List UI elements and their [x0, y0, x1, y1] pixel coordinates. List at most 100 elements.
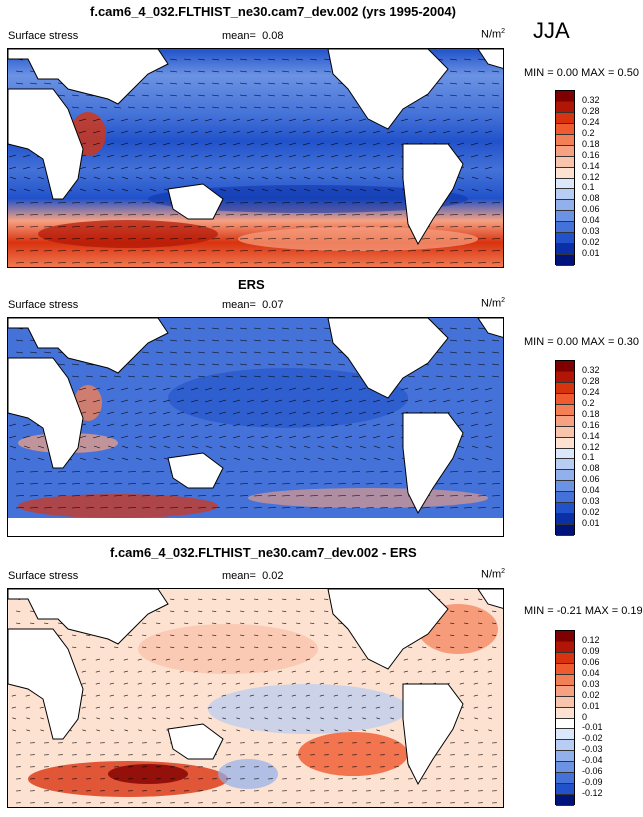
stress-vector: [71, 202, 81, 204]
stress-vector: [236, 717, 241, 720]
stress-vector: [221, 658, 227, 661]
stress-vector: [141, 226, 151, 228]
stress-vector: [169, 58, 178, 61]
stress-vector: [277, 706, 283, 709]
stress-vector: [348, 729, 353, 732]
stress-vector: [463, 598, 469, 600]
stress-vector: [169, 106, 178, 109]
stress-vector: [239, 634, 245, 636]
stress-vector: [295, 363, 304, 366]
stress-vector: [37, 457, 45, 461]
stress-vector: [127, 507, 137, 509]
stress-vector: [316, 130, 325, 134]
stress-vector: [225, 471, 235, 473]
stress-vector: [239, 646, 245, 648]
stress-vector: [463, 250, 473, 252]
stress-vector: [81, 658, 87, 661]
stress-vector: [358, 435, 367, 439]
stress-vector: [218, 423, 227, 427]
stress-vector: [267, 634, 273, 636]
stress-vector: [295, 610, 301, 612]
stress-vector: [225, 58, 234, 61]
stress-vector: [323, 94, 332, 97]
stress-vector: [183, 495, 193, 497]
panel-3-map: [7, 588, 504, 808]
stress-vector: [12, 729, 17, 732]
stress-vector: [183, 250, 193, 252]
stress-vector: [471, 445, 479, 449]
stress-vector: [260, 423, 269, 427]
stress-vector: [491, 250, 501, 252]
stress-vector: [471, 176, 479, 180]
stress-vector: [393, 262, 403, 264]
stress-vector: [211, 238, 221, 240]
stress-vector: [260, 118, 269, 122]
stress-vector: [281, 646, 287, 648]
stress-vector: [491, 622, 497, 624]
stress-vector: [344, 166, 353, 170]
stress-vector: [316, 387, 325, 391]
stress-vector: [169, 262, 179, 264]
stress-vector: [78, 387, 87, 391]
stress-vector: [176, 154, 185, 158]
stress-vector: [43, 202, 53, 204]
stress-vector: [289, 445, 297, 449]
stress-vector: [351, 226, 361, 228]
stress-vector: [305, 658, 311, 661]
stress-vector: [337, 214, 347, 216]
stress-vector: [169, 82, 178, 85]
stress-vector: [484, 423, 493, 427]
stress-vector: [309, 339, 318, 342]
stress-vector: [281, 622, 287, 624]
colorbar-segment: [556, 167, 574, 179]
stress-vector: [99, 214, 109, 216]
stress-vector: [274, 142, 283, 146]
stress-vector: [333, 694, 339, 697]
stress-vector: [92, 154, 101, 158]
stress-vector: [148, 435, 157, 439]
stress-vector: [169, 375, 178, 378]
stress-vector: [267, 226, 277, 228]
stress-vector: [236, 729, 241, 732]
stress-vector: [333, 706, 339, 709]
stress-vector: [281, 471, 291, 473]
stress-vector: [267, 363, 276, 366]
stress-vector: [302, 411, 311, 415]
stress-vector: [197, 495, 207, 497]
panel-1-mean: mean= 0.08: [222, 30, 284, 42]
stress-vector: [407, 250, 417, 252]
stress-vector: [261, 176, 269, 180]
colorbar-segment: [556, 211, 574, 223]
stress-vector: [373, 445, 381, 449]
stress-vector: [319, 682, 325, 685]
stress-vector: [239, 339, 248, 342]
stress-vector: [291, 658, 297, 661]
stress-vector: [113, 238, 123, 240]
stress-vector: [22, 154, 31, 158]
stress-vector: [162, 166, 171, 170]
stress-vector: [204, 435, 213, 439]
stress-vector: [267, 82, 276, 85]
stress-vector: [93, 176, 101, 180]
stress-vector: [233, 457, 241, 461]
stress-vector: [309, 202, 319, 204]
colorbar-segment: [556, 437, 574, 449]
stress-vector: [204, 130, 213, 134]
stress-vector: [169, 238, 179, 240]
stress-vector: [110, 729, 115, 732]
stress-vector: [162, 142, 171, 146]
stress-vector: [225, 250, 235, 252]
stress-vector: [179, 670, 185, 673]
stress-vector: [183, 238, 193, 240]
stress-vector: [246, 166, 255, 170]
colorbar-segment: [556, 404, 574, 416]
stress-vector: [239, 214, 249, 216]
stress-vector: [193, 706, 199, 709]
stress-vector: [295, 202, 305, 204]
stress-vector: [127, 226, 137, 228]
stress-vector: [309, 106, 318, 109]
stress-vector: [57, 202, 67, 204]
stress-vector: [309, 507, 319, 509]
stress-vector: [463, 339, 472, 342]
stress-vector: [211, 262, 221, 264]
